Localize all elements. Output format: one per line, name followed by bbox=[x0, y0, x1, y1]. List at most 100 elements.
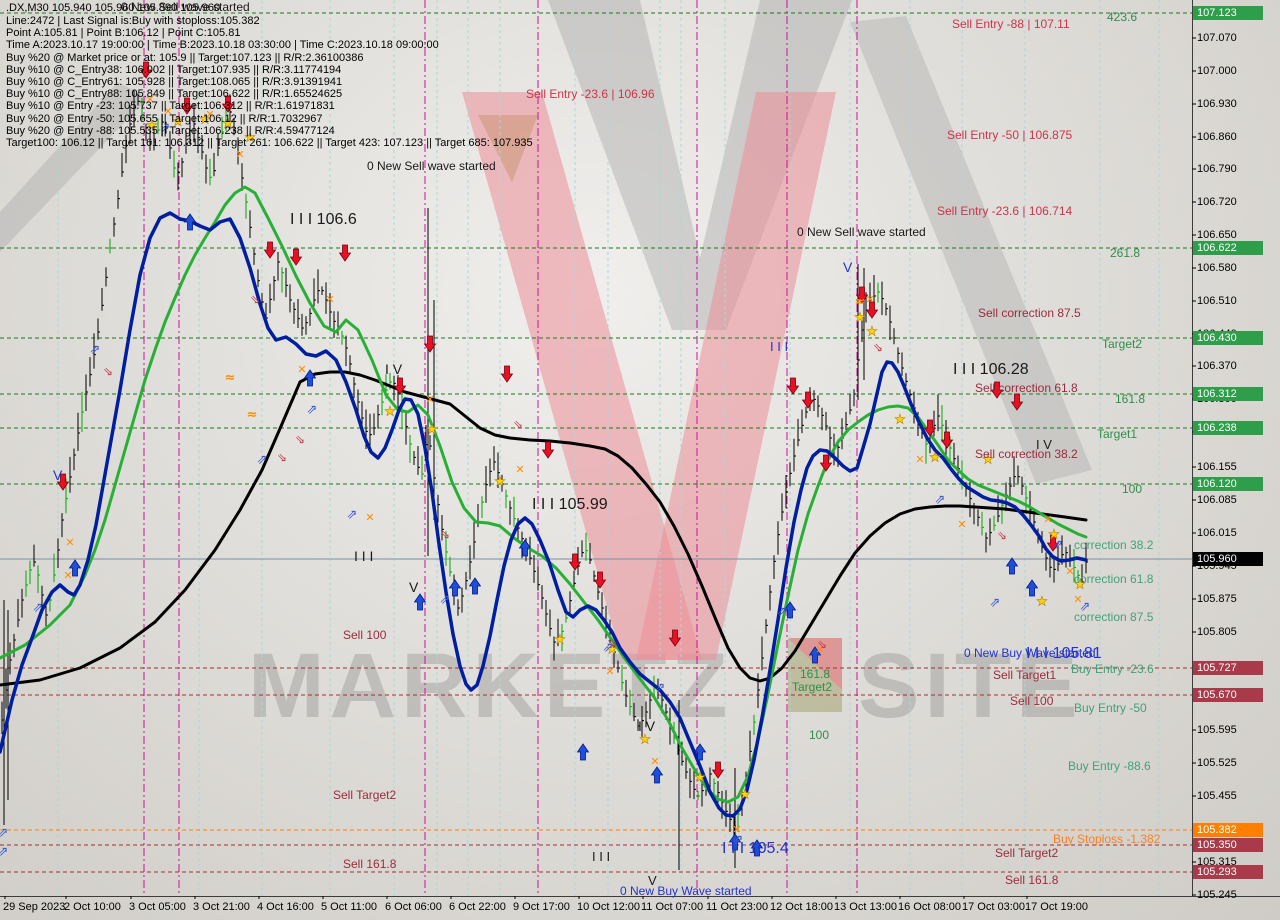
star-signal-icon: ★ bbox=[639, 733, 651, 748]
sell-arrow-icon bbox=[865, 301, 879, 319]
time-label: 10 Oct 12:00 bbox=[577, 901, 640, 913]
price-tick-label: 105.805 bbox=[1197, 626, 1237, 638]
chart-annotation: Buy Entry -88.6 bbox=[1068, 759, 1151, 773]
star-signal-icon: ★ bbox=[1048, 528, 1060, 543]
info-line: Buy %10 @ C_Entry38: 106.002 || Target:1… bbox=[6, 63, 342, 76]
chart-annotation: I I I 105.99 bbox=[532, 496, 608, 513]
cross-signal-icon: ✕ bbox=[957, 518, 966, 531]
star-signal-icon: ★ bbox=[1036, 595, 1048, 610]
buy-arrow-icon bbox=[750, 839, 764, 857]
buy-arrow-icon bbox=[183, 213, 197, 231]
sell-arrow-icon bbox=[56, 473, 70, 491]
buy-arrow-icon bbox=[576, 743, 590, 761]
price-badge: 105.350 bbox=[1193, 838, 1263, 852]
info-line: Buy %20 @ Entry -88: 105.535 || Target:1… bbox=[6, 124, 335, 137]
star-signal-icon: ★ bbox=[982, 453, 994, 468]
star-signal-icon: ★ bbox=[172, 115, 184, 130]
hollow-up-arrow-icon: ⇗ bbox=[0, 826, 8, 841]
symbol-ohlc-line: .DX,M30 105.940 105.960 105.890 105.960 bbox=[6, 2, 221, 14]
chart-annotation: Sell Target2 bbox=[995, 846, 1059, 860]
sell-arrow-icon bbox=[855, 286, 869, 304]
buy-arrow-icon bbox=[413, 593, 427, 611]
hollow-down-arrow-icon: ⇘ bbox=[997, 529, 1007, 543]
sell-arrow-icon bbox=[541, 441, 555, 459]
price-tick-label: 106.860 bbox=[1197, 131, 1237, 143]
star-signal-icon: ★ bbox=[222, 117, 234, 132]
chart-annotation: Sell Entry -88 | 107.11 bbox=[952, 17, 1070, 31]
hollow-down-arrow-icon: ⇘ bbox=[440, 528, 450, 542]
chart-annotation: I I I 105.4 bbox=[722, 840, 789, 857]
chart-annotation: I I I 105.81 bbox=[1026, 645, 1102, 662]
buy-arrow-icon bbox=[1005, 557, 1019, 575]
chart-annotation: V bbox=[53, 467, 63, 483]
wave-signal-icon: ≈ bbox=[247, 408, 258, 423]
price-badge: 106.622 bbox=[1193, 241, 1263, 255]
chart-annotation: Sell Entry -50 | 106.875 bbox=[947, 128, 1073, 142]
wave-signal-icon: ≈ bbox=[225, 371, 236, 386]
chart-annotation: 0 New Sell wave started bbox=[121, 0, 250, 14]
price-badge: 106.312 bbox=[1193, 387, 1263, 401]
chart-annotation: Sell 161.8 bbox=[343, 857, 397, 871]
time-label: 4 Oct 16:00 bbox=[257, 901, 314, 913]
star-signal-icon: ★ bbox=[929, 451, 941, 466]
chart-annotation: Sell correction 61.8 bbox=[975, 381, 1078, 395]
ma-fast-green bbox=[0, 185, 1088, 804]
chart-annotation: Buy Stoploss -1.382 bbox=[1053, 832, 1161, 846]
price-badge: 107.123 bbox=[1193, 6, 1263, 20]
hollow-up-arrow-icon: ⇗ bbox=[935, 493, 946, 508]
cross-signal-icon: ✕ bbox=[605, 665, 614, 678]
info-line: Time A:2023.10.17 19:00:00 | Time B:2023… bbox=[6, 39, 439, 52]
buy-arrow-icon bbox=[448, 579, 462, 597]
chart-annotation: I V bbox=[385, 361, 403, 377]
info-line: Buy %20 @ Entry -50: 105.655 || Target:1… bbox=[6, 112, 323, 125]
sell-arrow-icon bbox=[711, 761, 725, 779]
price-tick-label: 107.070 bbox=[1197, 32, 1237, 44]
sell-arrow-icon bbox=[801, 391, 815, 409]
buy-arrow-icon bbox=[783, 601, 797, 619]
hollow-up-arrow-icon: ⇗ bbox=[307, 403, 318, 418]
info-line: Buy %20 @ Market price or at: 105.9 || T… bbox=[6, 51, 364, 64]
time-label: 6 Oct 06:00 bbox=[385, 901, 442, 913]
cross-signal-icon: ✕ bbox=[915, 453, 924, 466]
chart-annotation: I V bbox=[638, 718, 656, 734]
chart-annotation: 161.8 bbox=[1115, 392, 1146, 406]
price-badge: 105.727 bbox=[1193, 661, 1263, 675]
chart-annotation: Sell 161.8 bbox=[1005, 873, 1059, 887]
chart-frame bbox=[0, 0, 1280, 899]
star-signal-icon: ★ bbox=[606, 643, 618, 658]
chart-annotation: Sell Target1 bbox=[993, 668, 1057, 682]
chart-annotation: 261.8 bbox=[1110, 246, 1141, 260]
chart-annotation: I I I bbox=[770, 339, 789, 354]
chart-annotation: Sell correction 87.5 bbox=[978, 306, 1081, 320]
chart-annotation: 100 bbox=[1122, 482, 1143, 496]
price-tick-label: 106.370 bbox=[1197, 360, 1237, 372]
chart-annotation: I I I 106.28 bbox=[953, 361, 1029, 378]
chart-annotation: V bbox=[648, 873, 657, 888]
price-tick-label: 105.875 bbox=[1197, 593, 1237, 605]
sell-arrow-icon bbox=[289, 248, 303, 266]
time-label: 9 Oct 17:00 bbox=[513, 901, 570, 913]
info-line: Buy %10 @ C_Entry88: 105.849 || Target:1… bbox=[6, 88, 343, 101]
star-signal-icon: ★ bbox=[894, 413, 906, 428]
hollow-up-arrow-icon: ⇗ bbox=[1080, 600, 1091, 615]
ma-mid-navy bbox=[0, 211, 1088, 818]
sell-arrow-icon bbox=[568, 553, 582, 571]
hollow-up-arrow-icon: ⇗ bbox=[777, 605, 788, 620]
chart-annotation: Sell Entry -23.6 | 106.96 bbox=[526, 87, 655, 101]
price-tick-label: 106.720 bbox=[1197, 196, 1237, 208]
hollow-down-arrow-icon: ⇘ bbox=[607, 636, 617, 650]
sell-arrow-icon bbox=[593, 571, 607, 589]
cross-signal-icon: ✕ bbox=[865, 293, 874, 306]
price-badge: 105.382 bbox=[1193, 823, 1263, 837]
hollow-up-arrow-icon: ⇗ bbox=[1053, 538, 1064, 553]
buy-arrow-icon bbox=[650, 766, 664, 784]
buy-arrow-icon bbox=[68, 559, 82, 577]
price-tick-label: 106.930 bbox=[1197, 98, 1237, 110]
chart-annotation: 161.8 bbox=[800, 667, 831, 681]
star-signal-icon: ★ bbox=[854, 311, 866, 326]
cross-signal-icon: ✕ bbox=[650, 755, 659, 768]
hollow-up-arrow-icon: ⇗ bbox=[160, 121, 171, 136]
chart-annotation: I V bbox=[1036, 437, 1052, 452]
